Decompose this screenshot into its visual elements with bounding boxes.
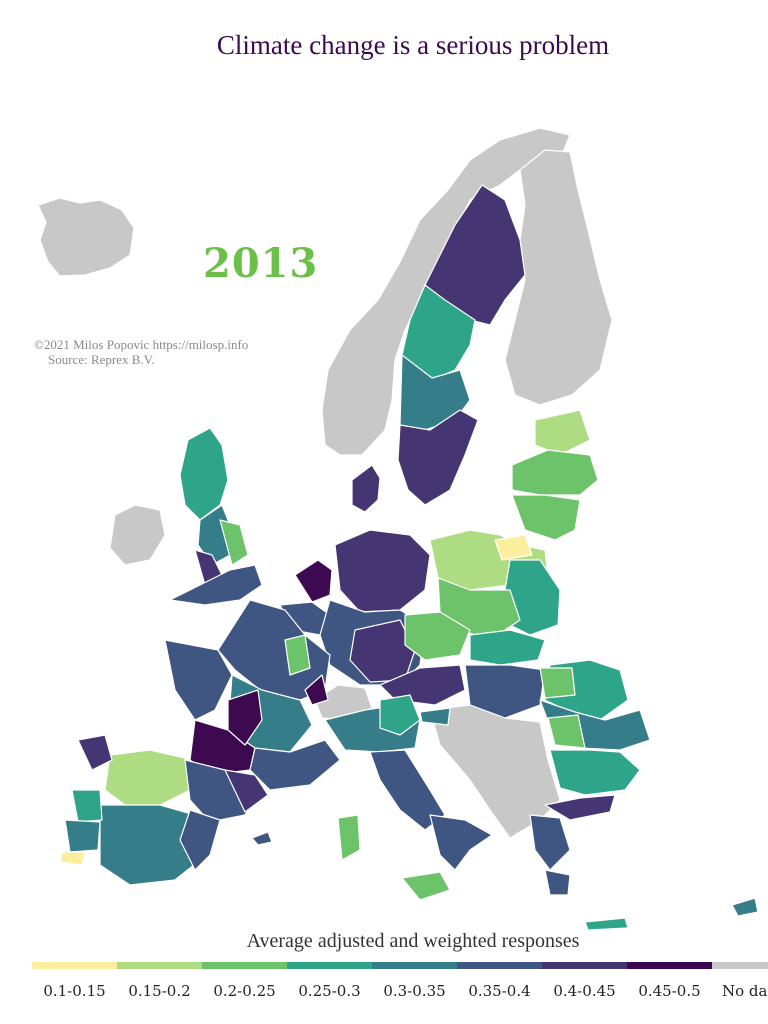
region-romania-green xyxy=(539,667,576,699)
region-germany-north xyxy=(334,529,431,613)
region-france-east-green xyxy=(284,634,311,676)
region-crete xyxy=(584,917,629,931)
region-greece-north xyxy=(544,794,616,821)
legend-label: 0.45-0.5 xyxy=(638,982,701,1000)
region-ireland xyxy=(109,504,166,566)
region-greece-center xyxy=(529,814,571,871)
legend-swatch xyxy=(117,962,202,969)
region-romania-mid xyxy=(547,714,586,749)
region-france-alsace xyxy=(304,674,329,706)
region-france-aquitaine xyxy=(227,689,263,746)
region-netherlands xyxy=(294,559,333,603)
legend-label: 0.25-0.3 xyxy=(298,982,361,1000)
region-czechia xyxy=(404,611,471,661)
credit-author: ©2021 Milos Popovic https://milosp.info xyxy=(34,337,249,352)
region-spain-north xyxy=(104,749,191,806)
legend-label: 0.1-0.15 xyxy=(43,982,106,1000)
legend-swatch xyxy=(287,962,372,969)
region-portugal-south xyxy=(59,851,86,866)
region-estonia xyxy=(534,409,591,456)
legend-swatch xyxy=(542,962,627,969)
region-spain-catalonia xyxy=(224,769,269,813)
region-portugal-north xyxy=(71,789,103,823)
region-spain-galicia xyxy=(77,734,113,771)
legend-label: 0.35-0.4 xyxy=(468,982,531,1000)
region-slovenia xyxy=(419,707,451,726)
region-cyprus xyxy=(731,897,759,917)
legend-swatch xyxy=(32,962,117,969)
region-balearic xyxy=(251,831,273,846)
legend-label: 0.3-0.35 xyxy=(383,982,446,1000)
region-england-south xyxy=(169,564,263,606)
region-italy-northeast xyxy=(379,694,421,736)
region-spain-east xyxy=(179,809,221,871)
region-spain-center xyxy=(99,804,201,886)
legend-swatch xyxy=(712,962,768,969)
map-title: Climate change is a serious problem xyxy=(216,30,610,60)
region-balkans-nodata xyxy=(429,704,561,839)
legend-title: Average adjusted and weighted responses xyxy=(246,930,580,952)
region-greece-south xyxy=(544,869,571,896)
year-label: 2013 xyxy=(203,240,319,287)
legend-swatch xyxy=(202,962,287,969)
region-lithuania xyxy=(511,494,581,541)
region-latvia xyxy=(511,449,599,496)
region-slovakia xyxy=(469,629,546,666)
region-england-mid xyxy=(219,519,249,566)
credit-block: ©2021 Milos Popovic https://milosp.info … xyxy=(34,337,248,367)
region-denmark xyxy=(351,464,381,513)
region-iceland xyxy=(37,197,135,277)
credit-source: Source: Reprex B.V. xyxy=(48,352,155,367)
region-portugal-center xyxy=(64,819,101,853)
legend-swatch xyxy=(372,962,457,969)
region-sicily xyxy=(401,871,451,901)
legend-label: No data xyxy=(722,982,768,1000)
region-france-west xyxy=(164,639,233,721)
region-scotland xyxy=(179,427,229,521)
region-sweden-north xyxy=(424,184,526,326)
legend-swatch xyxy=(457,962,542,969)
region-italy-south xyxy=(429,814,493,871)
legend-label: 0.4-0.45 xyxy=(553,982,616,1000)
region-sardinia xyxy=(337,814,361,861)
legend-label: 0.15-0.2 xyxy=(128,982,191,1000)
region-france-southeast xyxy=(249,739,341,791)
region-poland-pale xyxy=(494,534,533,561)
legend-label: 0.2-0.25 xyxy=(213,982,276,1000)
region-sweden-south xyxy=(397,409,479,506)
legend-swatch xyxy=(627,962,712,969)
legend: 0.1-0.15 0.15-0.2 0.2-0.25 0.25-0.3 0.3-… xyxy=(32,962,768,1012)
region-bulgaria xyxy=(549,749,641,796)
